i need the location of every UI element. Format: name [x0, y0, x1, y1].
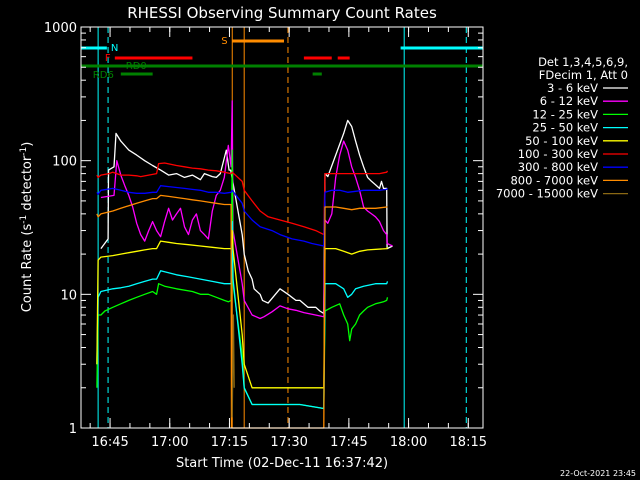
y-tick-label: 1000: [44, 21, 77, 36]
x-axis-ticks: 16:45 17:00 17:15 17:30 17:45 18:00 18:15: [89, 27, 487, 450]
legend-label-6-12-kev: 6 - 12 keV: [540, 94, 598, 108]
flag-label-rd0: RD0: [126, 61, 147, 72]
x-tick-label: 18:15: [450, 435, 487, 450]
flag-label-f: F: [105, 53, 111, 64]
x-tick-label: 17:30: [270, 435, 307, 450]
legend-label-3-6-kev: 3 - 6 keV: [547, 81, 598, 95]
series-7000-15000-kev: [231, 314, 235, 418]
x-axis-label: Start Time (02-Dec-11 16:37:42): [176, 456, 388, 471]
y-axis-label: Count Rate (s-1 detector-1): [19, 142, 35, 313]
legend-label-800-7000-kev: 800 - 7000 keV: [510, 173, 598, 187]
legend-label-100-300-kev: 100 - 300 keV: [518, 147, 598, 161]
flag-label-s: S: [221, 36, 227, 47]
series-300-800-kev: [96, 185, 389, 247]
y-tick-label: 10: [60, 288, 77, 303]
x-tick-label: 18:00: [390, 435, 427, 450]
flag-bars: NF S RD0 RD6: [81, 36, 483, 81]
legend-header-line-2: FDecim 1, Att 0: [539, 68, 628, 82]
chart-title: RHESSI Observing Summary Count Rates: [127, 4, 437, 22]
y-tick-label: 100: [52, 155, 77, 170]
series-50-100-kev: [96, 229, 389, 389]
x-tick-label: 16:45: [91, 435, 128, 450]
y-axis-ticks: 1 10 100 1000: [44, 21, 483, 437]
time-marker-lines: [97, 27, 467, 428]
plot-frame: [80, 26, 484, 429]
x-tick-label: 17:45: [330, 435, 367, 450]
legend-label-50-100-kev: 50 - 100 keV: [525, 134, 598, 148]
generation-timestamp: 22-Oct-2021 23:45: [560, 469, 636, 478]
series-800-7000-kev: [96, 194, 388, 429]
x-tick-label: 17:00: [151, 435, 188, 450]
legend-header-line-1: Det 1,3,4,5,6,9,: [538, 55, 628, 69]
series-12-25-kev: [96, 149, 389, 410]
legend-label-25-50-kev: 25 - 50 keV: [532, 121, 598, 135]
x-tick-label: 17:15: [211, 435, 248, 450]
flag-label-n: N: [111, 43, 118, 54]
legend-label-12-25-kev: 12 - 25 keV: [532, 107, 598, 121]
flag-label-rd6: RD6: [93, 70, 114, 81]
series-lines: [96, 100, 393, 429]
legend: Det 1,3,4,5,6,9, FDecim 1, Att 0 3 - 6 k…: [496, 55, 628, 201]
series-100-300-kev: [96, 162, 389, 236]
y-tick-label: 1: [69, 422, 77, 437]
legend-label-7000-15000-kev: 7000 - 15000 keV: [496, 187, 598, 201]
series-3-6-kev: [100, 119, 393, 315]
legend-label-300-800-kev: 300 - 800 keV: [518, 160, 598, 174]
series-6-12-kev: [100, 100, 393, 320]
